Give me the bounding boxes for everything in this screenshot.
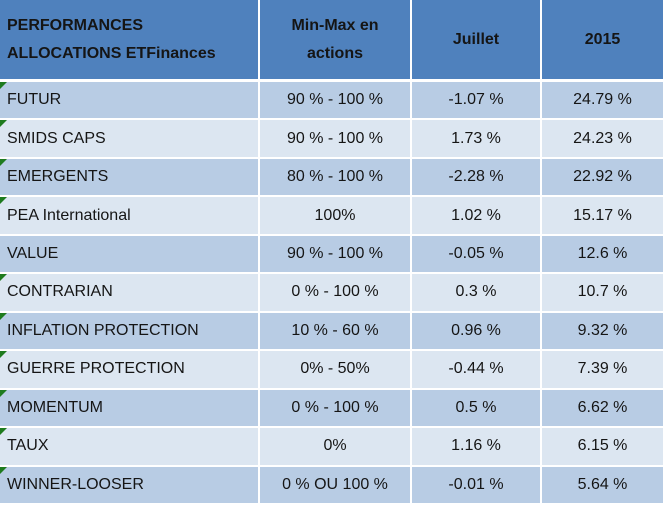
strategy-label: SMIDS CAPS	[7, 129, 106, 147]
cell-juillet[interactable]: 0.3 %	[412, 274, 542, 311]
table-row-smids-caps: SMIDS CAPS 90 % - 100 % 1.73 % 24.23 %	[0, 120, 665, 159]
minmax-header-label: Min-Max en actions	[291, 12, 378, 68]
cell-strategy[interactable]: TAUX	[0, 428, 260, 465]
cell-minmax[interactable]: 10 % - 60 %	[260, 312, 412, 350]
cell-juillet[interactable]: -2.28 %	[412, 158, 542, 196]
cell-2015[interactable]: 6.62 %	[542, 389, 665, 427]
table-row-emergents: EMERGENTS 80 % - 100 % -2.28 % 22.92 %	[0, 158, 665, 198]
cell-minmax[interactable]: 0% - 50%	[260, 351, 412, 388]
error-indicator-icon	[0, 351, 7, 359]
header-cell-title[interactable]: PERFORMANCES ALLOCATIONS ETFinances	[0, 0, 260, 79]
error-indicator-icon	[0, 82, 7, 89]
cell-2015[interactable]: 5.64 %	[542, 466, 665, 503]
cell-2015[interactable]: 12.6 %	[542, 235, 665, 273]
minmax-header-line2: actions	[306, 44, 363, 62]
table-title: PERFORMANCES ALLOCATIONS ETFinances	[7, 12, 216, 68]
error-indicator-icon	[0, 428, 7, 436]
minmax-header-line1: Min-Max en	[291, 16, 379, 34]
strategy-label: TAUX	[7, 437, 49, 455]
table-row-taux: TAUX 0% 1.16 % 6.15 %	[0, 428, 665, 467]
cell-juillet[interactable]: -0.01 %	[412, 466, 542, 503]
table-row-contrarian: CONTRARIAN 0 % - 100 % 0.3 % 10.7 %	[0, 274, 665, 313]
cell-strategy[interactable]: MOMENTUM	[0, 389, 260, 427]
error-indicator-icon	[0, 466, 7, 474]
cell-strategy[interactable]: CONTRARIAN	[0, 274, 260, 311]
cell-2015[interactable]: 22.92 %	[542, 158, 665, 196]
strategy-label: MOMENTUM	[7, 398, 103, 416]
error-indicator-icon	[0, 274, 7, 282]
cell-2015[interactable]: 15.17 %	[542, 197, 665, 234]
table-row-pea-international: PEA International 100% 1.02 % 15.17 %	[0, 197, 665, 236]
cell-juillet[interactable]: -1.07 %	[412, 82, 542, 119]
cell-strategy[interactable]: GUERRE PROTECTION	[0, 351, 260, 388]
error-indicator-icon	[0, 197, 7, 205]
cell-strategy[interactable]: PEA International	[0, 197, 260, 234]
table-row-guerre-protection: GUERRE PROTECTION 0% - 50% -0.44 % 7.39 …	[0, 351, 665, 390]
cell-minmax[interactable]: 80 % - 100 %	[260, 158, 412, 196]
header-cell-juillet[interactable]: Juillet	[412, 0, 542, 79]
cell-strategy[interactable]: VALUE	[0, 235, 260, 273]
cell-juillet[interactable]: 0.5 %	[412, 389, 542, 427]
strategy-label: GUERRE PROTECTION	[7, 360, 185, 378]
table-row-value: VALUE 90 % - 100 % -0.05 % 12.6 %	[0, 235, 665, 275]
cell-minmax[interactable]: 0 % - 100 %	[260, 274, 412, 311]
error-indicator-icon	[0, 120, 7, 128]
table-title-line2: ALLOCATIONS ETFinances	[7, 44, 216, 62]
cell-juillet[interactable]: 1.73 %	[412, 120, 542, 157]
table-row-futur: FUTUR 90 % - 100 % -1.07 % 24.79 %	[0, 82, 665, 121]
cell-minmax[interactable]: 90 % - 100 %	[260, 120, 412, 157]
strategy-label: FUTUR	[7, 91, 62, 109]
strategy-label: VALUE	[7, 245, 59, 263]
cell-juillet[interactable]: 1.02 %	[412, 197, 542, 234]
table-title-line1: PERFORMANCES	[7, 16, 144, 34]
cell-strategy[interactable]: FUTUR	[0, 82, 260, 119]
cell-juillet[interactable]: -0.05 %	[412, 235, 542, 273]
cell-2015[interactable]: 9.32 %	[542, 312, 665, 350]
error-indicator-icon	[0, 389, 7, 397]
strategy-label: CONTRARIAN	[7, 283, 113, 301]
cell-juillet[interactable]: 1.16 %	[412, 428, 542, 465]
table-row-momentum: MOMENTUM 0 % - 100 % 0.5 % 6.62 %	[0, 389, 665, 429]
table-header-row: PERFORMANCES ALLOCATIONS ETFinances Min-…	[0, 0, 665, 82]
cell-minmax[interactable]: 90 % - 100 %	[260, 82, 412, 119]
strategy-label: WINNER-LOOSER	[7, 475, 144, 493]
cell-strategy[interactable]: INFLATION PROTECTION	[0, 312, 260, 350]
cell-2015[interactable]: 24.23 %	[542, 120, 665, 157]
strategy-label: PEA International	[7, 206, 131, 224]
cell-strategy[interactable]: SMIDS CAPS	[0, 120, 260, 157]
error-indicator-icon	[0, 158, 7, 166]
cell-strategy[interactable]: EMERGENTS	[0, 158, 260, 196]
table-row-winner-looser: WINNER-LOOSER 0 % OU 100 % -0.01 % 5.64 …	[0, 466, 665, 505]
strategy-label: INFLATION PROTECTION	[7, 321, 199, 339]
cell-minmax[interactable]: 0 % - 100 %	[260, 389, 412, 427]
header-cell-minmax[interactable]: Min-Max en actions	[260, 0, 412, 79]
cell-2015[interactable]: 6.15 %	[542, 428, 665, 465]
cell-2015[interactable]: 10.7 %	[542, 274, 665, 311]
cell-2015[interactable]: 24.79 %	[542, 82, 665, 119]
header-cell-2015[interactable]: 2015	[542, 0, 665, 79]
cell-strategy[interactable]: WINNER-LOOSER	[0, 466, 260, 503]
cell-2015[interactable]: 7.39 %	[542, 351, 665, 388]
error-indicator-icon	[0, 312, 7, 320]
cell-juillet[interactable]: -0.44 %	[412, 351, 542, 388]
cell-minmax[interactable]: 100%	[260, 197, 412, 234]
cell-minmax[interactable]: 0%	[260, 428, 412, 465]
strategy-label: EMERGENTS	[7, 168, 109, 186]
cell-juillet[interactable]: 0.96 %	[412, 312, 542, 350]
table-row-inflation-protection: INFLATION PROTECTION 10 % - 60 % 0.96 % …	[0, 312, 665, 352]
cell-minmax[interactable]: 90 % - 100 %	[260, 235, 412, 273]
cell-minmax[interactable]: 0 % OU 100 %	[260, 466, 412, 503]
